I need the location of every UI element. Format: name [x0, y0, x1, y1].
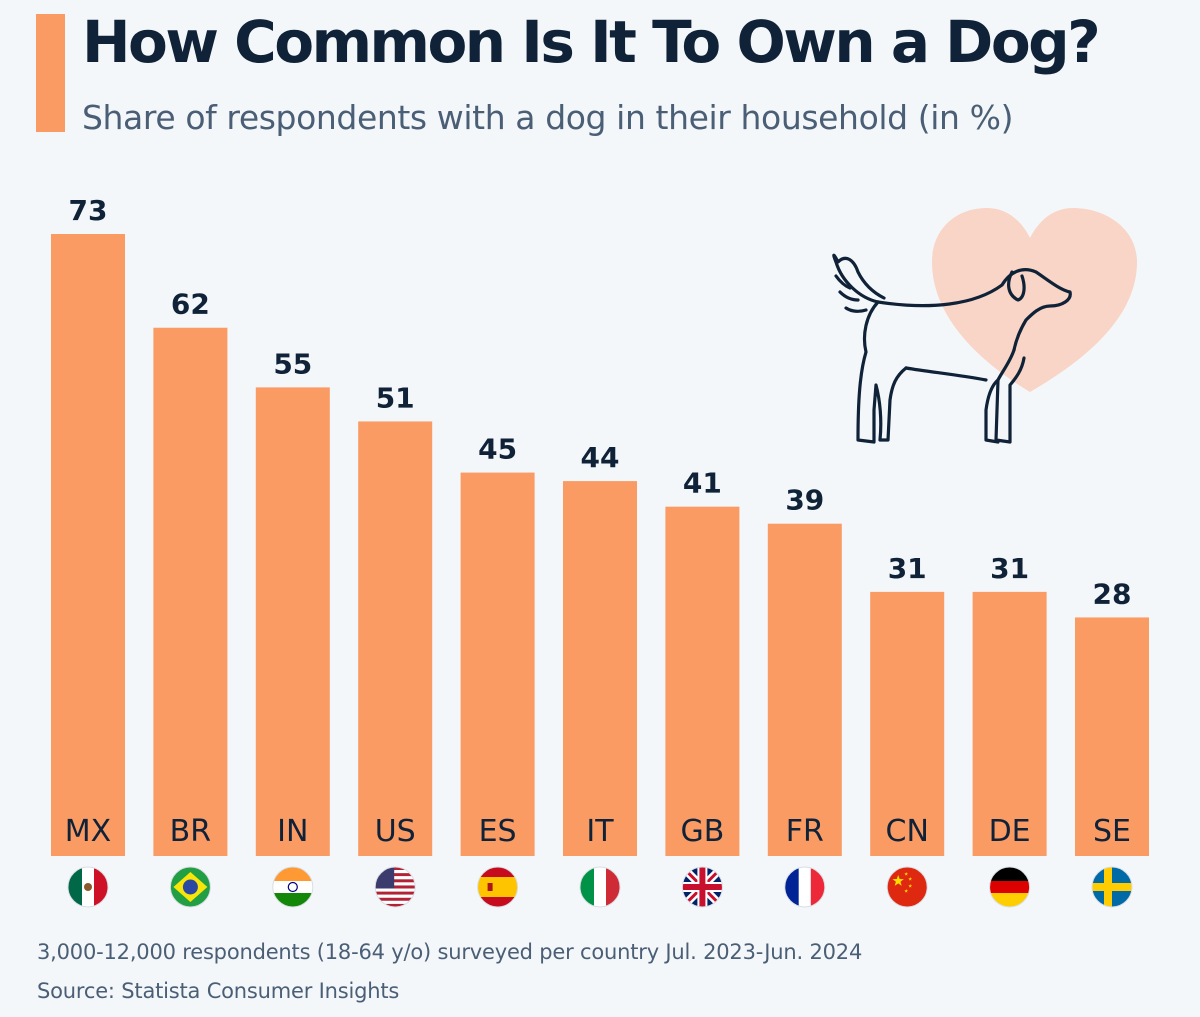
category-label-br: BR [170, 814, 211, 849]
category-label-es: ES [479, 814, 517, 849]
chart-title: How Common Is It To Own a Dog? [82, 8, 1101, 76]
usa-flag-icon [374, 866, 416, 908]
sweden-flag-icon [1091, 866, 1133, 908]
mexico-flag-icon [67, 866, 109, 908]
value-label-gb: 41 [683, 467, 722, 500]
bar-se [1075, 617, 1149, 856]
value-label-cn: 31 [888, 552, 927, 585]
value-label-mx: 73 [69, 194, 108, 227]
bar-es [460, 472, 535, 856]
india-flag-icon [272, 866, 314, 908]
value-label-de: 31 [990, 552, 1029, 585]
value-label-br: 62 [171, 288, 210, 321]
italy-flag-icon [579, 866, 621, 908]
category-label-in: IN [277, 814, 308, 849]
title-accent-bar [36, 14, 65, 132]
germany-flag-icon [989, 866, 1031, 908]
bar-in [255, 387, 330, 856]
category-label-de: DE [989, 814, 1031, 849]
category-label-it: IT [586, 814, 614, 849]
heart-icon [932, 208, 1137, 392]
bar-us [358, 421, 433, 856]
category-label-gb: GB [680, 814, 724, 849]
category-label-se: SE [1093, 814, 1131, 849]
bar-cn [870, 591, 945, 856]
survey-note: 3,000-12,000 respondents (18-64 y/o) sur… [37, 940, 863, 964]
bar-it [563, 481, 637, 856]
category-label-fr: FR [786, 814, 824, 849]
bar-br [153, 327, 228, 856]
category-label-us: US [375, 814, 416, 849]
dog-outline-icon [832, 253, 1072, 444]
spain-flag-icon [477, 866, 519, 908]
bar-gb [665, 506, 740, 856]
brazil-flag-icon [169, 866, 211, 908]
value-label-fr: 39 [785, 484, 824, 517]
china-flag-icon [886, 866, 928, 908]
bar-mx [51, 234, 125, 856]
france-flag-icon [784, 866, 826, 908]
category-label-cn: CN [886, 814, 929, 849]
source-note: Source: Statista Consumer Insights [37, 979, 400, 1003]
bar-fr [767, 523, 842, 856]
value-label-us: 51 [376, 381, 415, 414]
uk-flag-icon [681, 866, 723, 908]
chart-subtitle: Share of respondents with a dog in their… [82, 98, 1014, 137]
value-label-it: 44 [581, 441, 620, 474]
category-label-mx: MX [65, 814, 111, 849]
bar-de [972, 591, 1047, 856]
value-label-es: 45 [478, 433, 517, 466]
dog-illustration [832, 208, 1137, 444]
value-label-se: 28 [1093, 577, 1132, 610]
value-label-in: 55 [273, 347, 312, 380]
